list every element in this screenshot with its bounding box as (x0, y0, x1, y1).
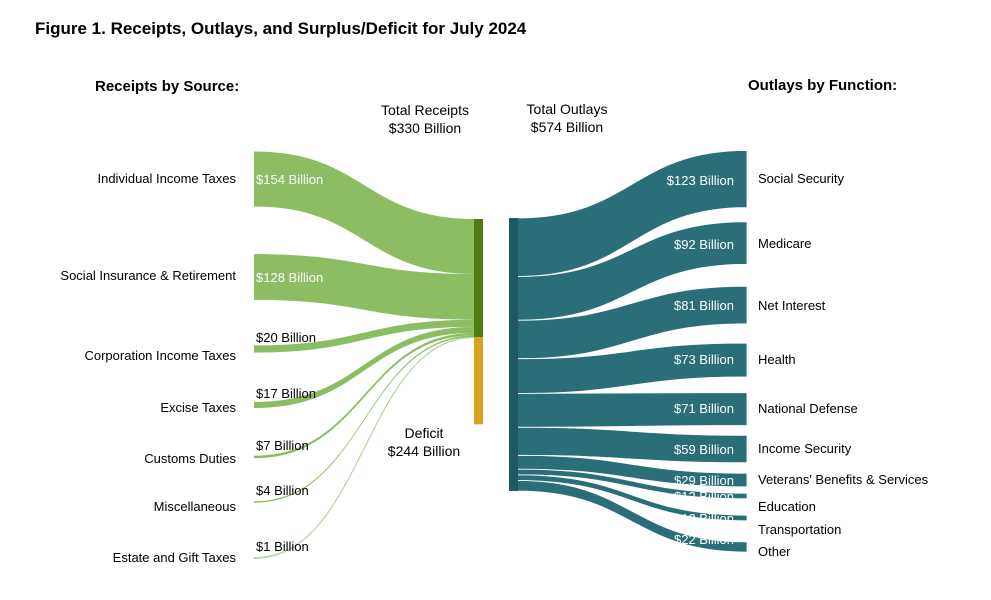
total-receipts-label: Total Receipts (381, 102, 469, 118)
receipt-label-individual-income-taxes: Individual Income Taxes (97, 171, 236, 186)
total-outlays-label: Total Outlays (527, 101, 608, 117)
receipt-label-miscellaneous: Miscellaneous (154, 499, 237, 514)
deficit-value: $244 Billion (388, 443, 460, 459)
outlay-value-social-security: $123 Billion (667, 173, 734, 188)
receipt-labels: Individual Income Taxes $154 Billion Socia… (60, 171, 323, 565)
receipts-heading: Receipts by Source: (95, 78, 239, 95)
receipt-flow-corporation-income-taxes (254, 319, 475, 353)
outlay-label-health: Health (758, 352, 796, 367)
receipt-value-customs-duties: $7 Billion (256, 438, 309, 453)
sankey-nodes (474, 218, 518, 491)
outlay-value-net-interest: $81 Billion (674, 298, 734, 313)
outlay-flow-veterans-benefits-services (516, 454, 748, 488)
outlay-flows (516, 150, 748, 553)
receipt-label-social-insurance-retirement: Social Insurance & Retirement (60, 268, 236, 283)
total-receipts-node (474, 219, 483, 338)
outlay-flow-education (516, 468, 748, 500)
outlays-heading: Outlays by Function: (748, 77, 897, 94)
outlay-value-other: $22 Billion (674, 532, 734, 547)
outlay-flow-income-security (516, 426, 748, 464)
outlay-value-health: $73 Billion (674, 352, 734, 367)
outlay-label-income-security: Income Security (758, 441, 852, 456)
figure-title: Figure 1. Receipts, Outlays, and Surplus… (35, 19, 527, 38)
outlay-value-transportation: $12 Billion (674, 511, 734, 526)
total-outlays-value: $574 Billion (531, 119, 603, 135)
outlay-label-transportation: Transportation (758, 522, 841, 537)
outlay-labels: Social Security $123 Billion Medicare $92 B… (667, 171, 929, 559)
total-outlays-node (509, 218, 518, 491)
outlay-value-national-defense: $71 Billion (674, 401, 734, 416)
outlay-flow-health (516, 342, 748, 394)
outlay-label-education: Education (758, 499, 816, 514)
outlay-flow-other (516, 480, 748, 553)
receipt-label-excise-taxes: Excise Taxes (160, 400, 236, 415)
outlay-label-medicare: Medicare (758, 236, 811, 251)
outlay-label-veterans-benefits-services: Veterans' Benefits & Services (758, 472, 929, 487)
receipt-value-corporation-income-taxes: $20 Billion (256, 330, 316, 345)
deficit-label: Deficit (405, 425, 444, 441)
total-receipts-value: $330 Billion (389, 120, 461, 136)
deficit-node (474, 337, 483, 425)
outlay-flow-transportation (516, 474, 748, 522)
outlay-flow-net-interest (516, 285, 748, 360)
receipt-flow-customs-duties (254, 332, 475, 459)
outlay-label-national-defense: National Defense (758, 401, 858, 416)
receipt-value-miscellaneous: $4 Billion (256, 483, 309, 498)
outlay-label-social-security: Social Security (758, 171, 844, 186)
receipt-value-excise-taxes: $17 Billion (256, 386, 316, 401)
receipt-flows (253, 151, 476, 559)
outlay-value-education: $12 Billion (674, 489, 734, 504)
outlay-value-income-security: $59 Billion (674, 442, 734, 457)
outlay-flow-national-defense (516, 392, 748, 428)
outlay-value-medicare: $92 Billion (674, 237, 734, 252)
receipt-label-customs-duties: Customs Duties (144, 451, 236, 466)
receipt-value-estate-and-gift-taxes: $1 Billion (256, 539, 309, 554)
receipt-flow-miscellaneous (254, 335, 475, 503)
receipt-value-individual-income-taxes: $154 Billion (256, 172, 323, 187)
receipt-label-estate-and-gift-taxes: Estate and Gift Taxes (113, 550, 237, 565)
receipt-flow-individual-income-taxes (254, 151, 475, 274)
outlay-label-other: Other (758, 544, 791, 559)
outlay-value-veterans-benefits-services: $29 Billion (674, 473, 734, 488)
receipt-value-social-insurance-retirement: $128 Billion (256, 270, 323, 285)
outlay-label-net-interest: Net Interest (758, 298, 826, 313)
receipt-flow-excise-taxes (254, 326, 475, 409)
receipt-label-corporation-income-taxes: Corporation Income Taxes (84, 348, 236, 363)
outlay-flow-medicare (516, 221, 748, 321)
outlay-flow-social-security (516, 150, 748, 277)
receipt-flow-social-insurance-retirement (254, 254, 475, 320)
